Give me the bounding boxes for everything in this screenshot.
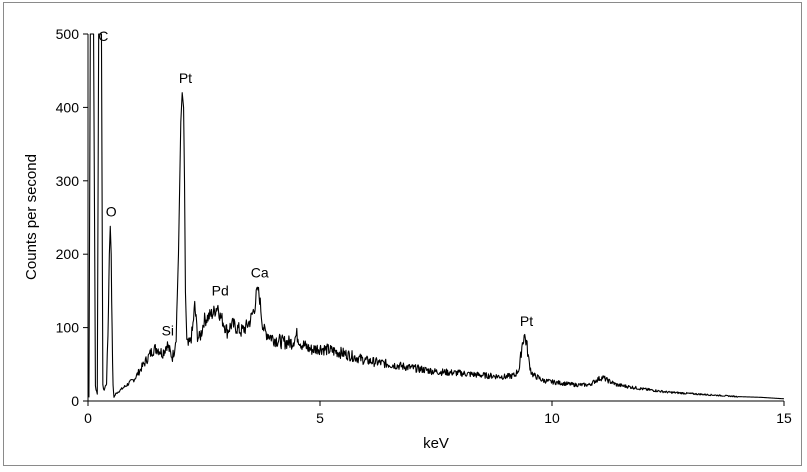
y-tick-label: 400 xyxy=(56,99,80,115)
figure-frame xyxy=(3,2,802,466)
y-axis-title: Counts per second xyxy=(23,154,40,280)
y-tick-label: 100 xyxy=(56,320,80,336)
x-tick-label: 10 xyxy=(544,410,560,426)
peak-label-ca: Ca xyxy=(251,264,269,280)
x-axis-title: keV xyxy=(423,435,449,452)
peak-label-pt: Pt xyxy=(179,70,192,86)
x-tick-label: 0 xyxy=(84,410,92,426)
x-tick-label: 15 xyxy=(776,410,792,426)
x-tick-label: 5 xyxy=(316,410,324,426)
spectrum-line xyxy=(88,33,785,400)
y-tick-label: 500 xyxy=(56,26,80,42)
peak-label-c: C xyxy=(98,28,108,44)
peak-label-pt: Pt xyxy=(520,313,533,329)
peak-label-pd: Pd xyxy=(212,283,229,299)
peak-label-si: Si xyxy=(162,322,174,338)
peak-label-o: O xyxy=(106,203,117,219)
y-tick-label: 200 xyxy=(56,246,80,262)
y-tick-label: 300 xyxy=(56,173,80,189)
y-tick-label: 0 xyxy=(71,393,79,409)
